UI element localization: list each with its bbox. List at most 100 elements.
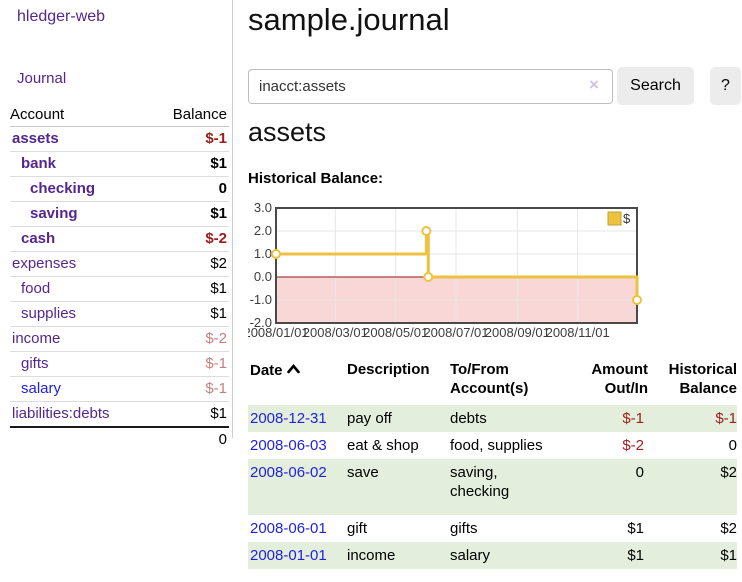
account-row: food $1 [10, 276, 229, 302]
transaction-date-cell: 2008-06-01 [248, 515, 345, 542]
chart-x-tick-label: 2008/07/01 [423, 325, 488, 340]
transaction-row[interactable]: 2008-12-31 pay off debts $-1 $-1 [248, 405, 737, 432]
chart-data-point[interactable] [632, 295, 642, 305]
chart-data-point[interactable] [423, 272, 434, 282]
account-name-cell: bank [10, 151, 150, 177]
chart-y-tick-label: -2.0 [250, 315, 272, 330]
account-name-cell: food [10, 276, 150, 302]
account-heading: assets [248, 117, 327, 147]
transaction-description: save [347, 464, 379, 481]
transaction-amount: $-2 [622, 437, 644, 454]
transaction-row[interactable]: 2008-06-03 eat & shop food, supplies $-2 0 [248, 432, 737, 459]
transaction-date-link[interactable]: 2008-06-03 [250, 437, 327, 454]
account-balance: 0 [149, 176, 229, 202]
account-name-cell: cash [10, 226, 150, 252]
transaction-accounts: saving, checking [450, 464, 510, 500]
register-header-date-label: Date [250, 362, 283, 379]
register-header-date[interactable]: Date [248, 360, 345, 405]
transaction-date-cell: 2008-06-03 [248, 432, 345, 459]
chart-data-point[interactable] [271, 249, 281, 259]
accounts-total-row: 0 [10, 426, 229, 452]
transaction-amount: $1 [627, 547, 644, 564]
transaction-amount: 0 [635, 464, 644, 481]
accounts-header-balance: Balance [149, 104, 229, 127]
transaction-date-link[interactable]: 2008-06-02 [250, 464, 327, 481]
page-title: sample.journal [248, 2, 450, 37]
register-table: Date Description To/From Account(s) Amou… [248, 360, 737, 569]
account-row: salary $-1 [10, 376, 229, 402]
chart-title: Historical Balance: [248, 170, 384, 187]
sidebar-account-link[interactable]: bank [21, 155, 57, 172]
account-balance: $1 [149, 276, 229, 302]
transaction-row[interactable]: 2008-06-01 gift gifts $1 $2 [248, 515, 737, 542]
register-header-balance: Historical Balance [668, 361, 737, 397]
transaction-balance: $-1 [715, 410, 737, 427]
sidebar-account-link[interactable]: checking [30, 180, 96, 197]
chart-y-tick-label: 0.0 [254, 269, 272, 284]
chart-data-point[interactable] [421, 226, 432, 236]
register-table-body: 2008-12-31 pay off debts $-1 $-1 2008-06-03 ea… [248, 405, 737, 569]
account-name-cell: liabilities:debts [10, 401, 150, 428]
account-balance: $-1 [149, 126, 229, 152]
account-name-cell: income [10, 326, 150, 352]
sidebar-account-link[interactable]: expenses [12, 255, 77, 272]
search-input[interactable] [248, 69, 613, 104]
sidebar-account-link[interactable]: cash [21, 230, 56, 247]
account-name-cell: expenses [10, 251, 150, 277]
sidebar-account-link[interactable]: salary [21, 380, 62, 397]
sidebar-account-link[interactable]: assets [12, 130, 59, 147]
account-name-cell: saving [10, 201, 150, 227]
transaction-date-cell: 2008-06-02 [248, 459, 345, 515]
accounts-table: Account Balance assets $-1 bank $1 checking 0… [10, 104, 229, 452]
chart-x-tick-label: 2008/01/01 [248, 325, 309, 340]
account-name-cell: supplies [10, 301, 150, 327]
accounts-header-account: Account [10, 104, 150, 127]
register-header-row: Date Description To/From Account(s) Amou… [248, 360, 737, 405]
chart-x-tick-label: 2008/09/01 [485, 325, 550, 340]
account-row: expenses $2 [10, 251, 229, 277]
register-header-amount: Amount Out/In [591, 361, 648, 397]
sidebar-account-link[interactable]: gifts [21, 355, 49, 372]
sidebar-item-journal[interactable]: Journal [17, 70, 67, 87]
sidebar-account-link[interactable]: food [21, 280, 51, 297]
register-header-description: Description [347, 361, 430, 378]
accounts-total-spacer [10, 426, 150, 452]
sidebar-account-link[interactable]: liabilities:debts [12, 405, 110, 422]
transaction-description: eat & shop [347, 437, 419, 454]
sidebar-account-link[interactable]: income [12, 330, 61, 347]
chart-border [275, 207, 638, 324]
sidebar-account-link[interactable]: saving [30, 205, 78, 222]
search-help-button[interactable]: ? [710, 67, 741, 105]
account-row: gifts $-1 [10, 351, 229, 377]
transaction-date-link[interactable]: 2008-06-01 [250, 520, 327, 537]
transaction-date-link[interactable]: 2008-01-01 [250, 547, 327, 564]
sidebar: hledger-web Journal Account Balance asse… [0, 0, 233, 452]
account-row: income $-2 [10, 326, 229, 352]
search-form: × Search ? [248, 67, 741, 107]
account-row: assets $-1 [10, 126, 229, 152]
account-row: liabilities:debts $1 [10, 401, 229, 428]
main-content: sample.journal × Search ? assets Histori… [248, 0, 741, 582]
account-name-cell: salary [10, 376, 150, 402]
account-name-cell: checking [10, 176, 150, 202]
chart-y-tick-label: 1.0 [254, 246, 272, 261]
accounts-header-row: Account Balance [10, 104, 229, 127]
account-balance: $-2 [149, 326, 229, 352]
transaction-description: gift [347, 520, 368, 537]
search-button[interactable]: Search [617, 67, 694, 105]
account-balance: $2 [149, 251, 229, 277]
clear-search-icon[interactable]: × [589, 75, 599, 94]
transaction-balance: $1 [720, 547, 737, 564]
transaction-row[interactable]: 2008-01-01 income salary $1 $1 [248, 542, 737, 569]
transaction-amount: $-1 [622, 410, 644, 427]
register-header-accounts: To/From Account(s) [450, 361, 529, 397]
legend-swatch [607, 211, 622, 226]
app-brand-link[interactable]: hledger-web [17, 8, 106, 25]
account-balance: $-2 [149, 226, 229, 252]
transaction-accounts: salary [450, 547, 491, 564]
account-balance: $1 [149, 151, 229, 177]
account-balance: $1 [149, 201, 229, 227]
sidebar-account-link[interactable]: supplies [21, 305, 77, 322]
transaction-date-link[interactable]: 2008-12-31 [250, 410, 327, 427]
transaction-row[interactable]: 2008-06-02 save saving, checking 0 $2 [248, 459, 737, 515]
